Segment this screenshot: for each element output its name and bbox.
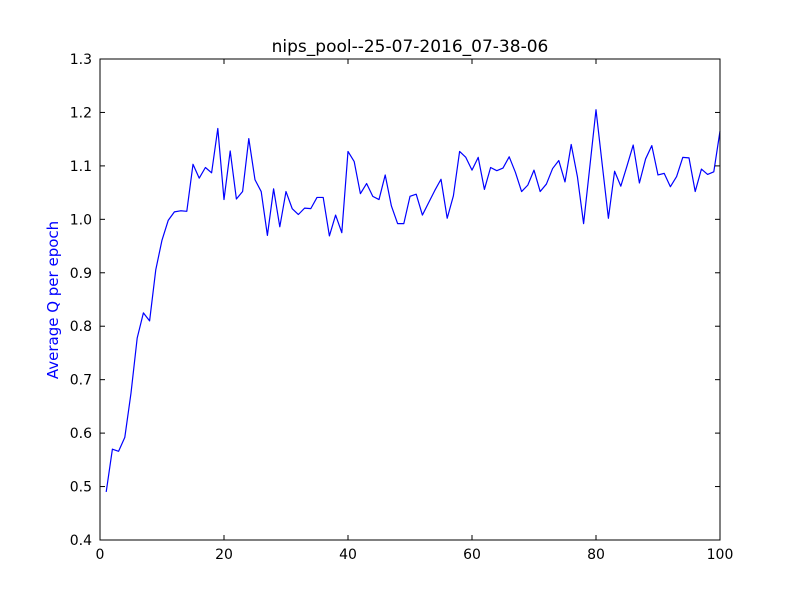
y-tick-label: 0.8 <box>70 319 92 335</box>
axis-tick-labels: 0 20 40 60 80 100 0.4 0.5 0.6 0.7 0.8 0.9 1.0 1.1 1.2 1… <box>70 52 734 563</box>
series-line <box>105 109 721 492</box>
plot-area <box>99 58 721 541</box>
y-axis-label: Average Q per epoch <box>44 221 62 379</box>
x-tick-label: 80 <box>587 547 605 563</box>
y-tick-label: 1.0 <box>70 212 92 228</box>
x-tick-label: 60 <box>463 547 481 563</box>
x-tick-label: 0 <box>96 547 105 563</box>
y-tick-label: 0.6 <box>70 426 92 442</box>
y-tick-label: 1.1 <box>70 159 92 175</box>
y-tick-label: 0.5 <box>70 480 92 496</box>
y-tick-label: 0.9 <box>70 266 92 282</box>
x-tick-label: 40 <box>339 547 357 563</box>
y-tick-label: 1.3 <box>70 52 92 68</box>
y-tick-label: 1.2 <box>70 105 92 121</box>
axis-ticks <box>99 58 721 541</box>
x-tick-label: 20 <box>215 547 233 563</box>
plot-frame <box>99 58 721 541</box>
y-tick-label: 0.4 <box>70 533 92 549</box>
y-tick-label: 0.7 <box>70 373 92 389</box>
y-axis-label-group: Average Q per epoch <box>44 221 62 379</box>
chart-title: nips_pool--25-07-2016_07-38-06 <box>272 37 549 57</box>
x-tick-label: 100 <box>707 547 734 563</box>
